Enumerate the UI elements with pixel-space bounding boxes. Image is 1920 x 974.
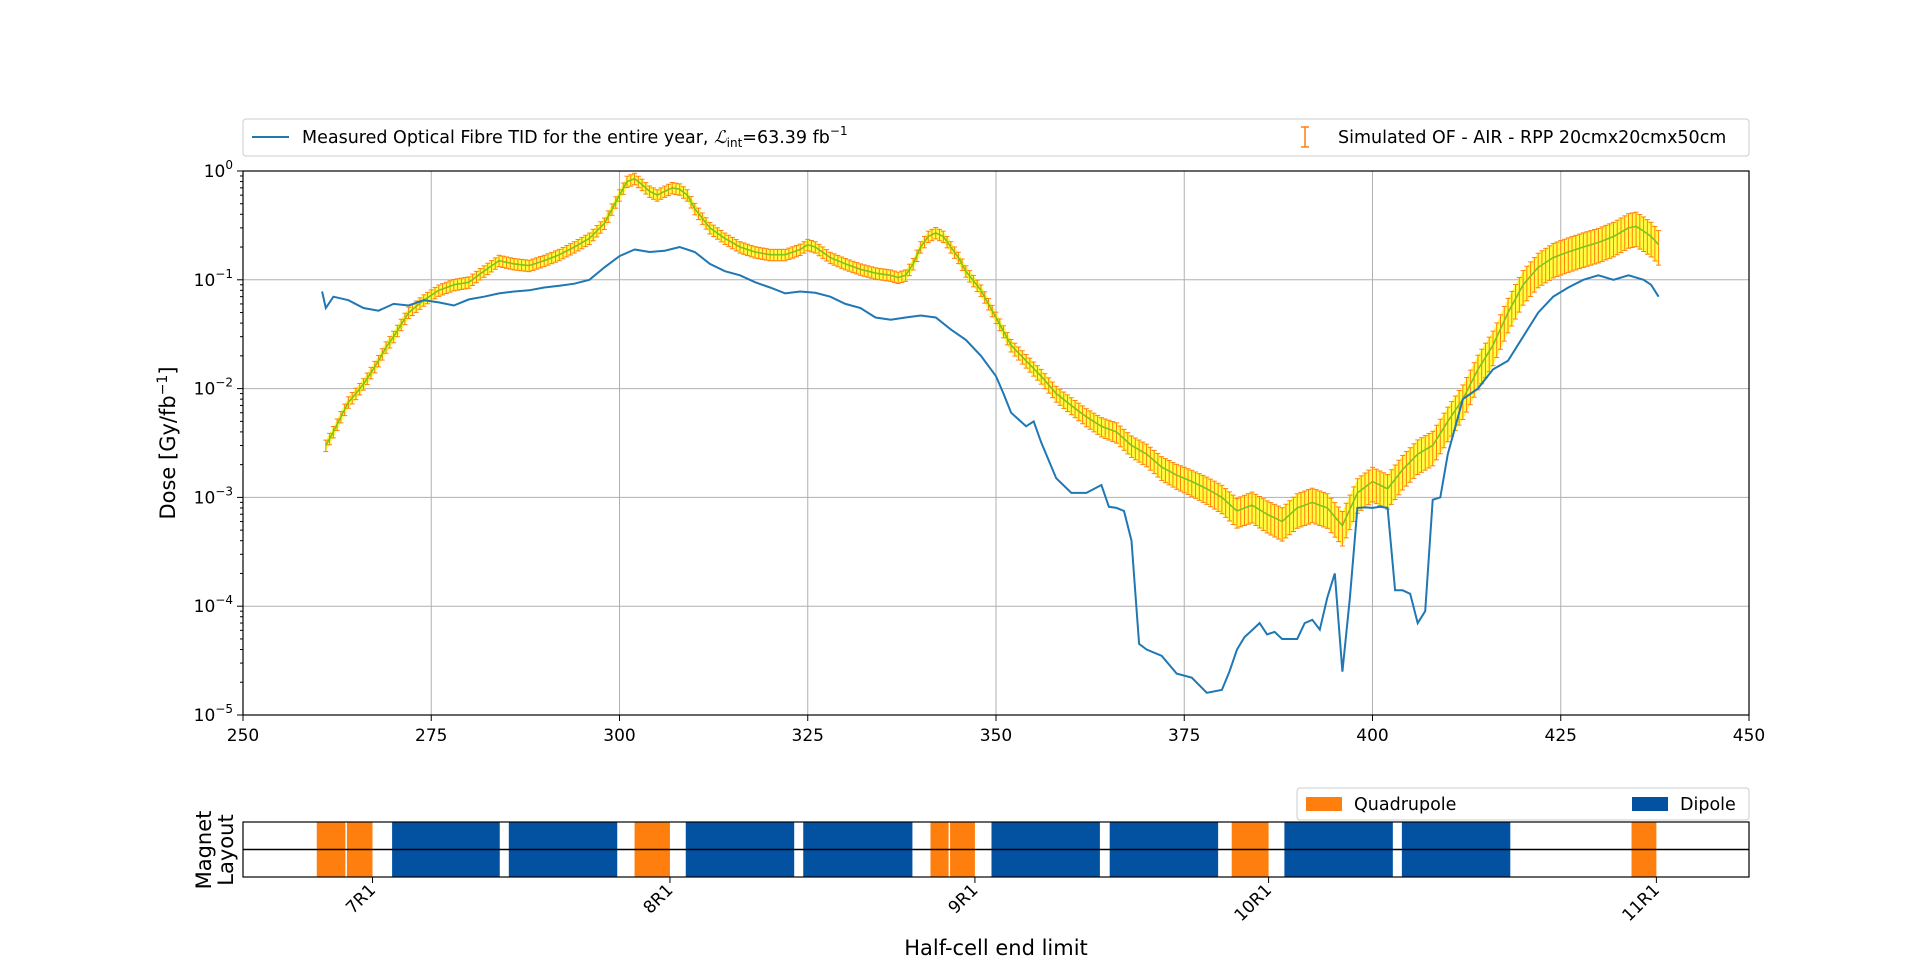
layout-tick-label: 8R1 [640, 880, 678, 918]
legend-measured-label: Measured Optical Fibre TID for the entir… [302, 124, 848, 150]
layout-legend: Quadrupole Dipole [1296, 787, 1750, 821]
main-legend-box [242, 118, 1750, 157]
dose-plot-y-ticks: 100 10−1 10−2 10−3 10−4 10−5 [194, 158, 243, 726]
y-tick-label: 10−2 [194, 376, 233, 400]
simulated-series-line [325, 177, 1660, 528]
dose-plot: 250 275 300 325 350 375 400 425 450 10010−110−21… [155, 158, 1765, 746]
legend-simulated-errorbar-swatch [1301, 126, 1309, 148]
legend-quadrupole-swatch [1306, 797, 1342, 811]
y-tick-label: 10−4 [194, 593, 233, 617]
legend-dipole-swatch [1632, 797, 1668, 811]
x-tick-label: 450 [1733, 726, 1765, 746]
layout-tick-label: 11R1 [1618, 880, 1663, 925]
dose-plot-y-axis-label: Dose [Gy/fb−1] [155, 366, 180, 519]
magnet-layout-x-ticks: 7R1 8R1 9R1 10R1 11R1 [342, 877, 1664, 926]
x-tick-label: 275 [415, 726, 447, 746]
magnet-layout-y-axis-label-line1: Magnet [192, 811, 216, 890]
main-legend: Measured Optical Fibre TID for the entir… [242, 118, 1750, 157]
y-tick-label: 100 [204, 158, 233, 182]
x-tick-label: 325 [792, 726, 824, 746]
magnet-layout-x-axis-label: Half-cell end limit [904, 936, 1088, 960]
x-tick-label: 350 [980, 726, 1012, 746]
y-tick-label: 10−3 [194, 484, 233, 508]
x-tick-label: 300 [603, 726, 635, 746]
legend-dipole-label: Dipole [1680, 795, 1736, 815]
magnet-layout-y-axis-label-line2: Layout [214, 814, 238, 885]
magnet-layout-plot: 7R1 8R1 9R1 10R1 11R1 Half-cell end limit Ma… [192, 811, 1750, 960]
layout-legend-box [1296, 787, 1750, 821]
x-tick-label: 375 [1168, 726, 1200, 746]
layout-tick-label: 9R1 [945, 880, 983, 918]
y-tick-label: 10−5 [194, 702, 233, 726]
simulated-errorbars [323, 172, 1662, 547]
y-tick-label: 10−1 [194, 267, 233, 291]
layout-tick-label: 7R1 [342, 880, 380, 918]
legend-simulated-label: Simulated OF - AIR - RPP 20cmx20cmx50cm [1338, 128, 1726, 148]
legend-quadrupole-label: Quadrupole [1354, 795, 1456, 815]
measured-series-line [321, 245, 1660, 694]
x-tick-label: 250 [227, 726, 259, 746]
layout-tick-label: 10R1 [1231, 880, 1276, 925]
simulated-uncertainty-band [325, 173, 1659, 547]
dose-plot-grid [242, 170, 1750, 716]
x-tick-label: 425 [1545, 726, 1577, 746]
dose-plot-x-ticks: 250 275 300 325 350 375 400 425 450 [227, 715, 1765, 746]
x-tick-label: 400 [1356, 726, 1388, 746]
